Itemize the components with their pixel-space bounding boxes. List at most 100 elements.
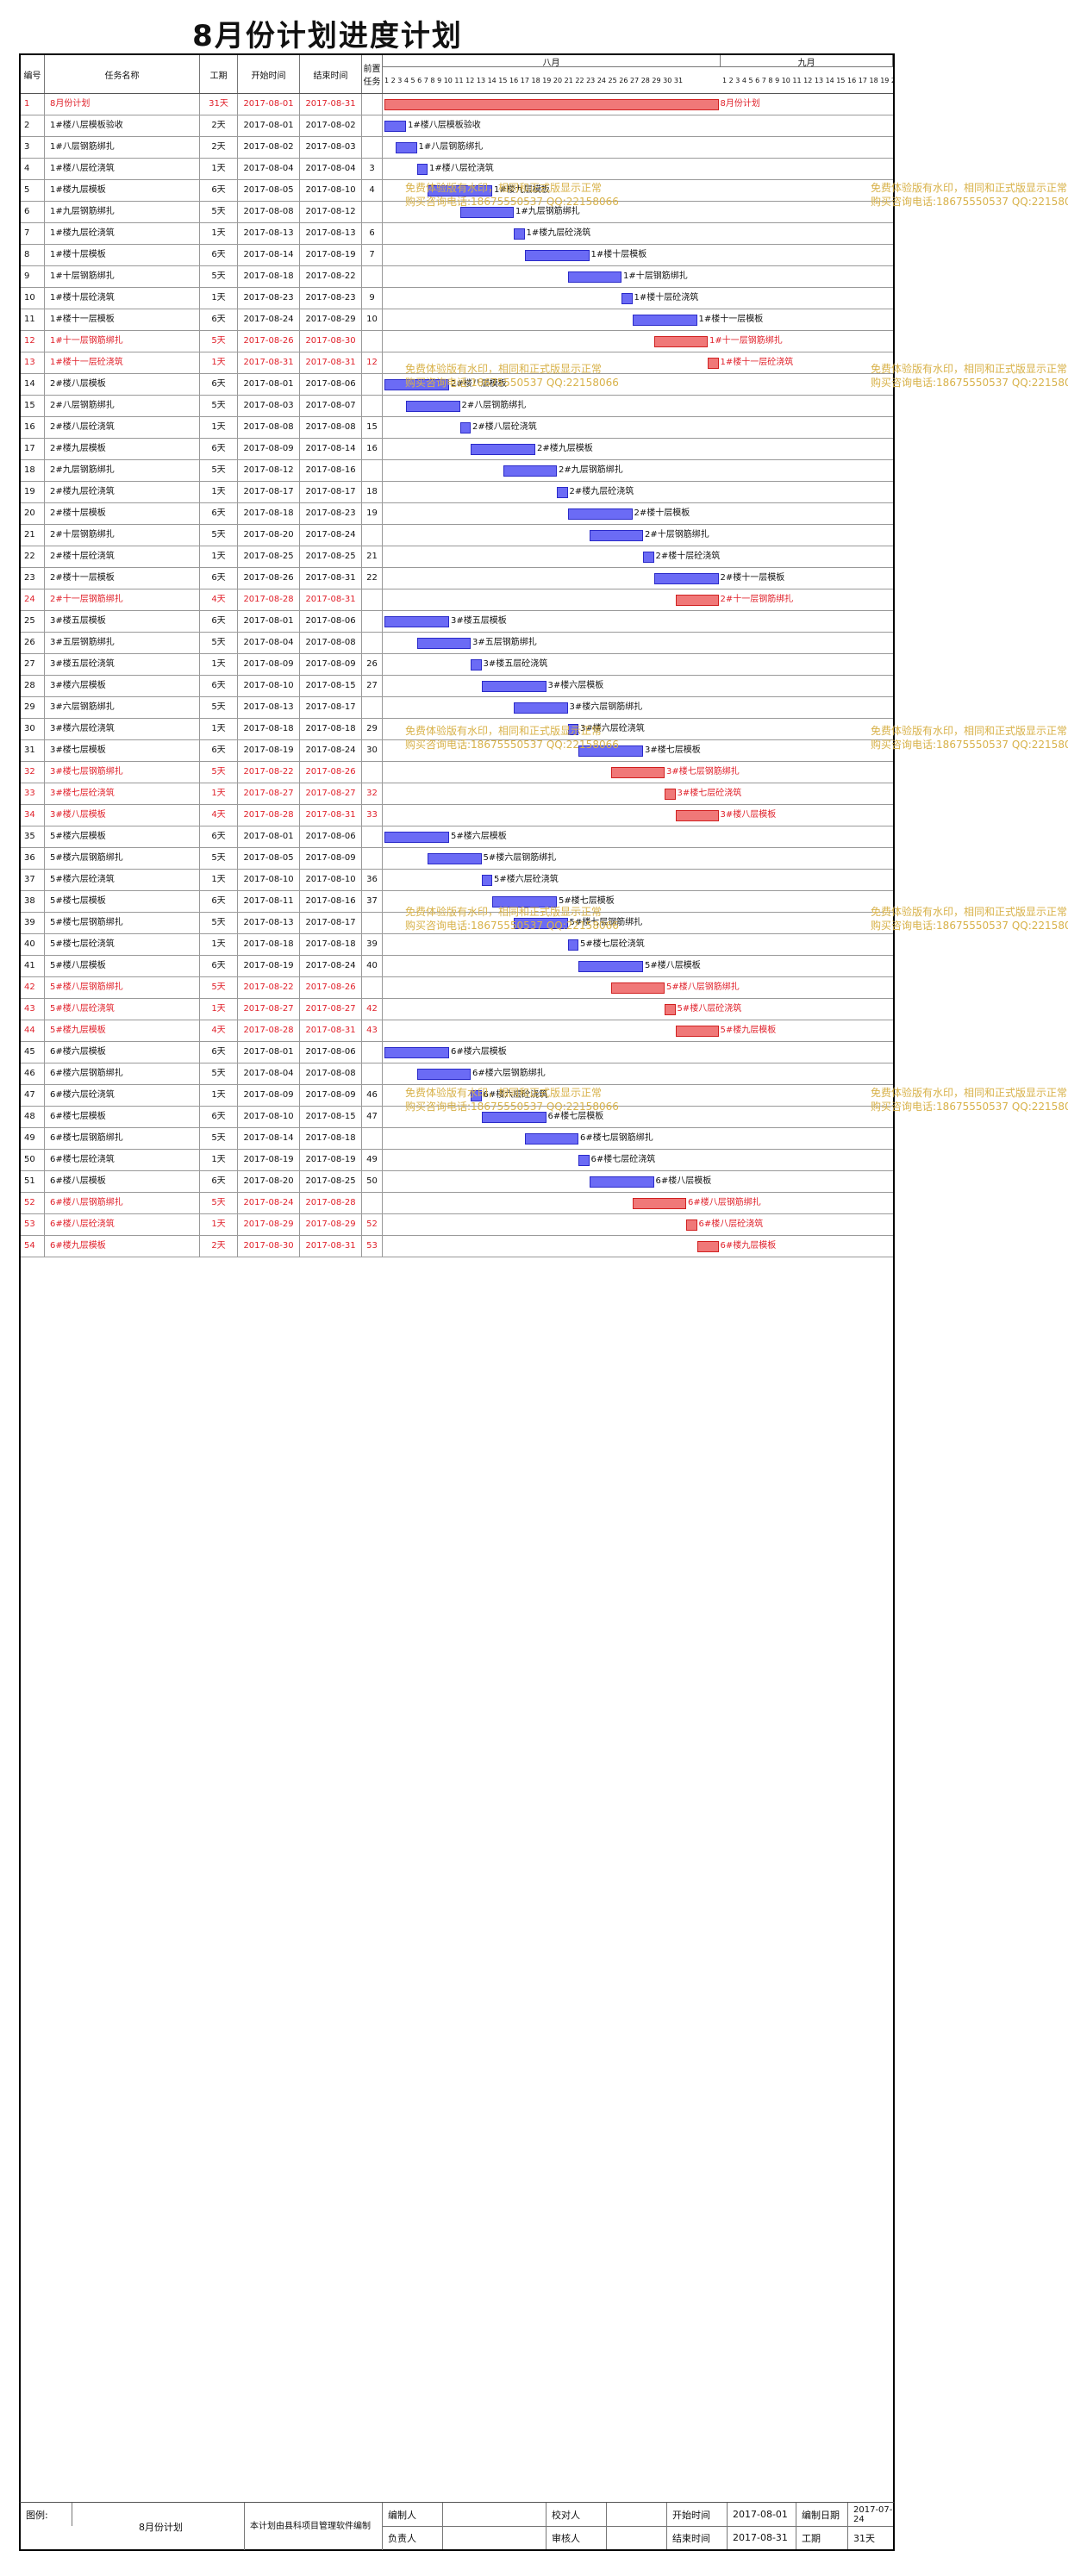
table-row[interactable]: 51 6#楼八层模板 6天 2017-08-20 2017-08-25 50 6#楼八层模板 — [21, 1171, 893, 1193]
table-row[interactable]: 46 6#楼六层钢筋绑扎 5天 2017-08-04 2017-08-08 6#楼六层钢筋… — [21, 1063, 893, 1085]
table-row[interactable]: 32 3#楼七层钢筋绑扎 5天 2017-08-22 2017-08-26 3#楼七层钢筋… — [21, 762, 893, 783]
gantt-bar[interactable] — [643, 552, 654, 563]
table-row[interactable]: 1 8月份计划 31天 2017-08-01 2017-08-31 8月份计划 — [21, 94, 893, 115]
gantt-bar[interactable] — [610, 767, 665, 778]
table-row[interactable]: 39 5#楼七层钢筋绑扎 5天 2017-08-13 2017-08-17 5#楼七层钢筋… — [21, 913, 893, 934]
table-row[interactable]: 36 5#楼六层钢筋绑扎 5天 2017-08-05 2017-08-09 5#楼六层钢筋… — [21, 848, 893, 870]
table-row[interactable]: 14 2#楼八层模板 6天 2017-08-01 2017-08-06 2#楼八层模板 — [21, 374, 893, 396]
table-row[interactable]: 7 1#楼九层砼浇筑 1天 2017-08-13 2017-08-13 6 1#楼九层砼浇筑 — [21, 223, 893, 245]
table-row[interactable]: 37 5#楼六层砼浇筑 1天 2017-08-10 2017-08-10 36 5#楼六层砼… — [21, 870, 893, 891]
table-row[interactable]: 5 1#楼九层模板 6天 2017-08-05 2017-08-10 4 1#楼九层模板 — [21, 180, 893, 202]
table-row[interactable]: 54 6#楼九层模板 2天 2017-08-30 2017-08-31 53 6#楼九层模板 — [21, 1236, 893, 1257]
gantt-bar[interactable] — [589, 1176, 654, 1188]
gantt-bar[interactable] — [665, 1004, 676, 1015]
gantt-bar[interactable] — [578, 961, 643, 972]
table-row[interactable]: 49 6#楼七层钢筋绑扎 5天 2017-08-14 2017-08-18 6#楼七层钢筋… — [21, 1128, 893, 1150]
table-row[interactable]: 34 3#楼八层模板 4天 2017-08-28 2017-08-31 33 3#楼八层模板 — [21, 805, 893, 826]
gantt-bar[interactable] — [665, 789, 676, 800]
table-row[interactable]: 3 1#八层钢筋绑扎 2天 2017-08-02 2017-08-03 1#八层钢筋绑扎 — [21, 137, 893, 159]
gantt-bar[interactable] — [632, 1198, 686, 1209]
gantt-bar[interactable] — [653, 573, 719, 584]
gantt-bar[interactable] — [621, 293, 633, 304]
gantt-bar[interactable] — [492, 896, 557, 908]
table-row[interactable]: 22 2#楼十层砼浇筑 1天 2017-08-25 2017-08-25 21 2#楼十层砼… — [21, 546, 893, 568]
table-row[interactable]: 21 2#十层钢筋绑扎 5天 2017-08-20 2017-08-24 2#十层钢筋绑扎 — [21, 525, 893, 546]
table-row[interactable]: 27 3#楼五层砼浇筑 1天 2017-08-09 2017-08-09 26 3#楼五层砼… — [21, 654, 893, 676]
table-row[interactable]: 8 1#楼十层模板 6天 2017-08-14 2017-08-19 7 1#楼十层模板 — [21, 245, 893, 266]
gantt-bar[interactable] — [514, 702, 568, 714]
table-row[interactable]: 47 6#楼六层砼浇筑 1天 2017-08-09 2017-08-09 46 6#楼六层砼… — [21, 1085, 893, 1107]
table-row[interactable]: 48 6#楼七层模板 6天 2017-08-10 2017-08-15 47 6#楼七层模板 — [21, 1107, 893, 1128]
gantt-bar[interactable] — [416, 638, 471, 649]
gantt-bar[interactable] — [567, 271, 621, 283]
table-row[interactable]: 41 5#楼八层模板 6天 2017-08-19 2017-08-24 40 5#楼八层模板 — [21, 956, 893, 977]
table-row[interactable]: 11 1#楼十一层模板 6天 2017-08-24 2017-08-29 10 1#楼十一层… — [21, 309, 893, 331]
gantt-bar[interactable] — [416, 1069, 471, 1080]
table-row[interactable]: 53 6#楼八层砼浇筑 1天 2017-08-29 2017-08-29 52 6#楼八层砼… — [21, 1214, 893, 1236]
gantt-bar[interactable] — [384, 121, 406, 132]
gantt-bar[interactable] — [567, 508, 633, 520]
gantt-bar[interactable] — [567, 939, 578, 951]
table-row[interactable]: 4 1#楼八层砼浇筑 1天 2017-08-04 2017-08-04 3 1#楼八层砼浇筑 — [21, 159, 893, 180]
gantt-bar[interactable] — [471, 444, 535, 455]
gantt-bar[interactable] — [481, 875, 492, 886]
table-row[interactable]: 40 5#楼七层砼浇筑 1天 2017-08-18 2017-08-18 39 5#楼七层砼… — [21, 934, 893, 956]
table-row[interactable]: 33 3#楼七层砼浇筑 1天 2017-08-27 2017-08-27 32 3#楼七层砼… — [21, 783, 893, 805]
table-row[interactable]: 13 1#楼十一层砼浇筑 1天 2017-08-31 2017-08-31 12 1#楼十一… — [21, 352, 893, 374]
table-row[interactable]: 16 2#楼八层砼浇筑 1天 2017-08-08 2017-08-08 15 2#楼八层砼… — [21, 417, 893, 439]
table-row[interactable]: 9 1#十层钢筋绑扎 5天 2017-08-18 2017-08-22 1#十层钢筋绑扎 — [21, 266, 893, 288]
gantt-bar[interactable] — [428, 853, 482, 864]
table-row[interactable]: 31 3#楼七层模板 6天 2017-08-19 2017-08-24 30 3#楼七层模板 — [21, 740, 893, 762]
gantt-bar[interactable] — [567, 724, 578, 735]
gantt-bar[interactable] — [481, 681, 546, 692]
table-row[interactable]: 10 1#楼十层砼浇筑 1天 2017-08-23 2017-08-23 9 1#楼十层砼浇… — [21, 288, 893, 309]
gantt-bar[interactable] — [653, 336, 708, 347]
gantt-bar[interactable] — [503, 465, 557, 477]
gantt-bar[interactable] — [589, 530, 643, 541]
table-row[interactable]: 38 5#楼七层模板 6天 2017-08-11 2017-08-16 37 5#楼七层模板 — [21, 891, 893, 913]
gantt-bar[interactable] — [406, 401, 460, 412]
table-row[interactable]: 24 2#十一层钢筋绑扎 4天 2017-08-28 2017-08-31 2#十一层钢筋… — [21, 589, 893, 611]
table-row[interactable]: 50 6#楼七层砼浇筑 1天 2017-08-19 2017-08-19 49 6#楼七层砼… — [21, 1150, 893, 1171]
gantt-bar[interactable] — [471, 659, 482, 671]
gantt-bar[interactable] — [459, 207, 514, 218]
gantt-bar[interactable] — [428, 185, 492, 196]
gantt-bar[interactable] — [481, 1112, 546, 1123]
gantt-bar[interactable] — [686, 1219, 697, 1231]
table-row[interactable]: 35 5#楼六层模板 6天 2017-08-01 2017-08-06 5#楼六层模板 — [21, 826, 893, 848]
gantt-bar[interactable] — [459, 422, 471, 433]
table-row[interactable]: 45 6#楼六层模板 6天 2017-08-01 2017-08-06 6#楼六层模板 — [21, 1042, 893, 1063]
gantt-bar[interactable] — [578, 745, 643, 757]
gantt-bar[interactable] — [557, 487, 568, 498]
table-row[interactable]: 30 3#楼六层砼浇筑 1天 2017-08-18 2017-08-18 29 3#楼六层砼… — [21, 719, 893, 740]
gantt-bar[interactable] — [708, 358, 719, 369]
gantt-bar[interactable] — [610, 982, 665, 994]
gantt-bar[interactable] — [578, 1155, 590, 1166]
gantt-bar[interactable] — [632, 315, 697, 326]
table-row[interactable]: 18 2#九层钢筋绑扎 5天 2017-08-12 2017-08-16 2#九层钢筋绑扎 — [21, 460, 893, 482]
table-row[interactable]: 52 6#楼八层钢筋绑扎 5天 2017-08-24 2017-08-28 6#楼八层钢筋… — [21, 1193, 893, 1214]
table-row[interactable]: 20 2#楼十层模板 6天 2017-08-18 2017-08-23 19 2#楼十层模板 — [21, 503, 893, 525]
gantt-bar[interactable] — [514, 918, 568, 929]
gantt-bar[interactable] — [524, 250, 590, 261]
table-row[interactable]: 43 5#楼八层砼浇筑 1天 2017-08-27 2017-08-27 42 5#楼八层砼… — [21, 999, 893, 1020]
table-row[interactable]: 17 2#楼九层模板 6天 2017-08-09 2017-08-14 16 2#楼九层模板 — [21, 439, 893, 460]
table-row[interactable]: 42 5#楼八层钢筋绑扎 5天 2017-08-22 2017-08-26 5#楼八层钢筋… — [21, 977, 893, 999]
table-row[interactable]: 29 3#六层钢筋绑扎 5天 2017-08-13 2017-08-17 3#楼六层钢筋绑… — [21, 697, 893, 719]
table-row[interactable]: 15 2#八层钢筋绑扎 5天 2017-08-03 2017-08-07 2#八层钢筋绑扎 — [21, 396, 893, 417]
gantt-bar[interactable] — [384, 1047, 449, 1058]
table-row[interactable]: 12 1#十一层钢筋绑扎 5天 2017-08-26 2017-08-30 1#十一层钢筋… — [21, 331, 893, 352]
gantt-bar[interactable] — [416, 164, 428, 175]
gantt-bar[interactable] — [675, 1026, 719, 1037]
table-row[interactable]: 19 2#楼九层砼浇筑 1天 2017-08-17 2017-08-17 18 2#楼九层砼… — [21, 482, 893, 503]
gantt-bar[interactable] — [675, 595, 719, 606]
table-row[interactable]: 44 5#楼九层模板 4天 2017-08-28 2017-08-31 43 5#楼九层模板 — [21, 1020, 893, 1042]
gantt-bar[interactable] — [395, 142, 417, 153]
table-row[interactable]: 6 1#九层钢筋绑扎 5天 2017-08-08 2017-08-12 1#九层钢筋绑扎 — [21, 202, 893, 223]
table-row[interactable]: 26 3#五层钢筋绑扎 5天 2017-08-04 2017-08-08 3#五层钢筋绑扎 — [21, 633, 893, 654]
gantt-bar[interactable] — [514, 228, 525, 240]
gantt-bar[interactable] — [675, 810, 719, 821]
gantt-bar[interactable] — [524, 1133, 578, 1145]
table-row[interactable]: 23 2#楼十一层模板 6天 2017-08-26 2017-08-31 22 2#楼十一层… — [21, 568, 893, 589]
table-row[interactable]: 25 3#楼五层模板 6天 2017-08-01 2017-08-06 3#楼五层模板 — [21, 611, 893, 633]
